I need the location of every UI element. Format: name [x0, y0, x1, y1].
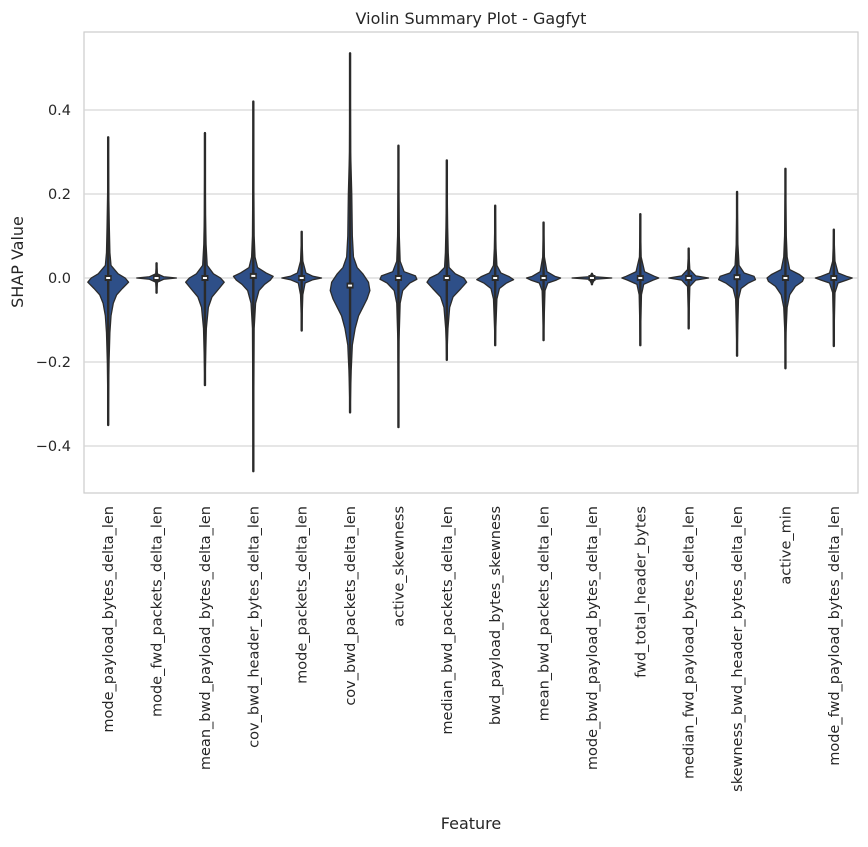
violin-mean_bwd_payload_bytes_delta_len: [185, 131, 225, 387]
x-tick-label: active_min: [778, 506, 794, 585]
x-tick-labels: mode_payload_bytes_delta_len mode_fwd_pac…: [101, 506, 843, 792]
x-tick-label: mean_bwd_payload_bytes_delta_len: [198, 506, 214, 770]
violin-fwd_total_header_bytes: [621, 212, 660, 347]
x-tick-label: mode_payload_bytes_delta_len: [101, 506, 117, 733]
violin-median: [251, 274, 256, 277]
chart-title: Violin Summary Plot - Gagfyt: [356, 9, 587, 28]
violin-median: [831, 277, 836, 279]
violin-mean_bwd_packets_delta_len: [525, 221, 562, 342]
y-tick-label: −0.2: [36, 355, 71, 371]
violin-median: [493, 277, 498, 279]
x-tick-label: mode_bwd_payload_bytes_delta_len: [585, 506, 601, 770]
violin-mode_packets_delta_len: [281, 230, 323, 332]
violin-median: [396, 277, 401, 279]
violin-median: [589, 277, 594, 279]
y-axis-title: SHAP Value: [8, 216, 27, 308]
x-tick-label: cov_bwd_packets_delta_len: [343, 506, 359, 706]
violin-active_min: [766, 167, 805, 370]
x-tick-label: bwd_payload_bytes_skewness: [488, 506, 504, 725]
violin-median: [154, 277, 159, 279]
x-tick-label: mode_fwd_packets_delta_len: [150, 506, 166, 717]
violin-median: [541, 277, 546, 279]
violin-median: [202, 277, 207, 279]
violin-median: [735, 276, 740, 279]
x-tick-label: cov_bwd_header_bytes_delta_len: [246, 506, 262, 748]
x-axis-title: Feature: [441, 814, 501, 833]
violin-cov_bwd_header_bytes_delta_len: [232, 100, 274, 473]
violin-median: [783, 277, 788, 279]
x-tick-label: fwd_total_header_bytes: [633, 506, 649, 678]
violin-mode_fwd_packets_delta_len: [136, 262, 178, 294]
violin-cov_bwd_packets_delta_len: [329, 52, 371, 414]
x-tick-label: mode_packets_delta_len: [295, 506, 311, 684]
violin-mode_bwd_payload_bytes_delta_len: [571, 272, 613, 286]
x-tick-label: median_fwd_payload_bytes_delta_len: [682, 506, 698, 779]
y-tick-label: −0.4: [36, 439, 71, 455]
violin-median: [348, 284, 353, 287]
violin-median: [106, 277, 111, 279]
x-tick-label: skewness_bwd_header_bytes_delta_len: [730, 506, 746, 792]
violin-bwd_payload_bytes_skewness: [476, 204, 515, 347]
y-tick-label: 0.2: [48, 187, 71, 203]
violin-median_fwd_payload_bytes_delta_len: [668, 247, 710, 330]
plot-frame: [83, 31, 859, 494]
x-tick-label: mean_bwd_packets_delta_len: [537, 506, 553, 721]
violin-active_skewness: [379, 144, 418, 429]
violin-median: [299, 277, 304, 279]
y-tick-label: 0.4: [48, 103, 71, 119]
violins: [87, 52, 853, 473]
violin-skewness_bwd_header_bytes_delta_len: [718, 190, 757, 357]
x-tick-label: active_skewness: [391, 506, 407, 627]
violin-median: [638, 277, 643, 279]
violin-median: [686, 277, 691, 279]
y-tick-labels: 0.4 0.2 0.0 −0.2 −0.4: [36, 103, 71, 455]
violin-mode_fwd_payload_bytes_delta_len: [814, 228, 853, 348]
y-tick-label: 0.0: [48, 271, 71, 287]
violin-median_bwd_packets_delta_len: [426, 159, 468, 362]
x-tick-label: median_bwd_packets_delta_len: [440, 506, 456, 735]
x-tick-label: mode_fwd_payload_bytes_delta_len: [827, 506, 843, 766]
violin-median: [444, 277, 449, 279]
violin-mode_payload_bytes_delta_len: [87, 136, 130, 427]
